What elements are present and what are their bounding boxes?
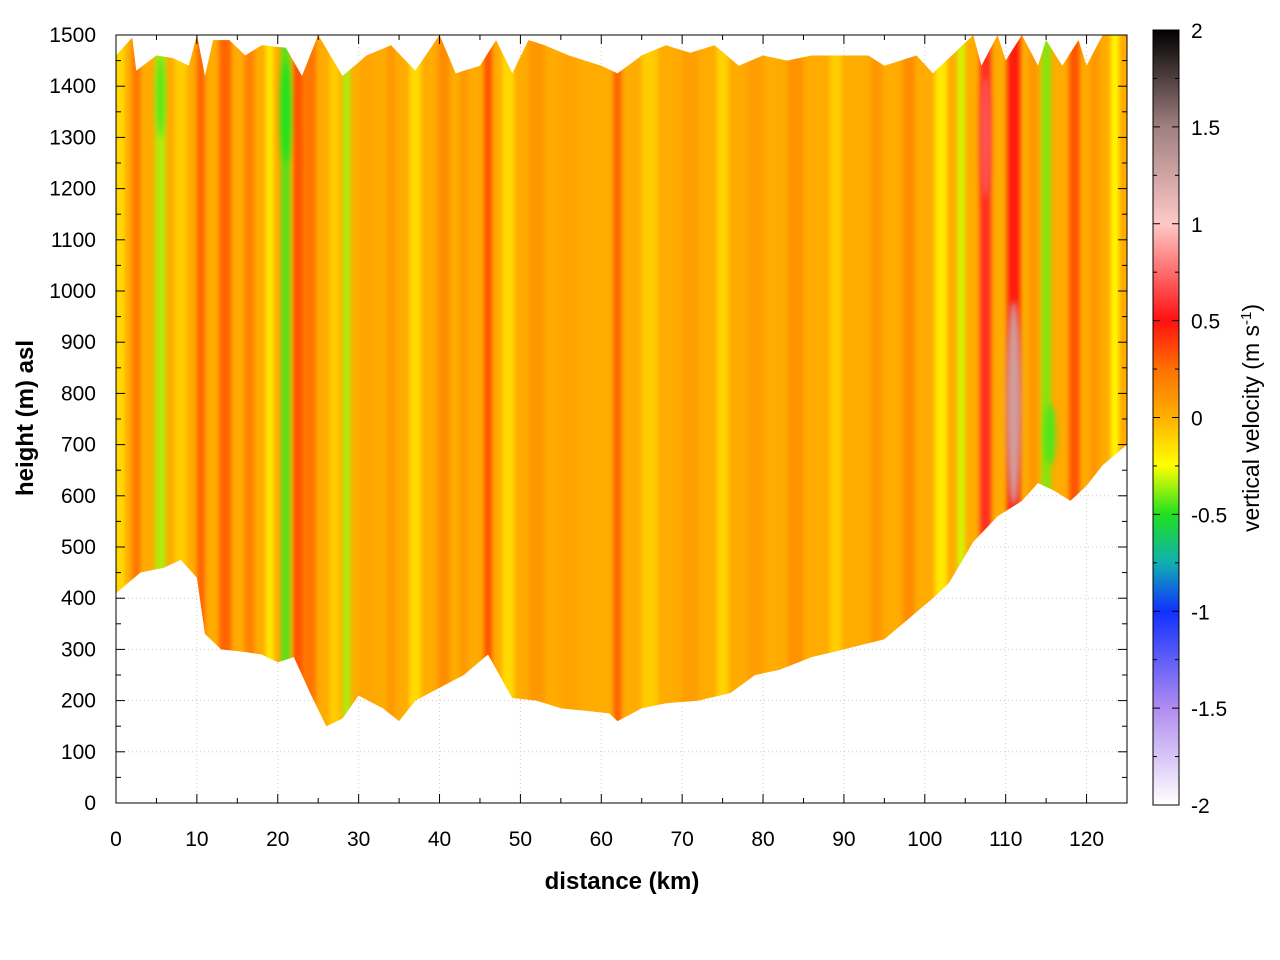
colorbar: 2 1.5 1 0.5 0 -0.5 -1 -1.5 -2 vertical velocity … bbox=[1152, 20, 1265, 818]
x-tick-label: 0 bbox=[110, 828, 122, 851]
velocity-column bbox=[682, 35, 699, 727]
velocity-hotspot bbox=[156, 55, 165, 138]
colorbar-ticks: 2 1.5 1 0.5 0 -0.5 -1 -1.5 -2 bbox=[1153, 20, 1227, 818]
y-tick-label: 500 bbox=[61, 536, 96, 559]
colorbar-tick-label: -1 bbox=[1191, 601, 1210, 624]
y-tick-label: 600 bbox=[61, 485, 96, 508]
y-tick-label: 1100 bbox=[51, 229, 96, 252]
x-tick-label: 10 bbox=[185, 828, 208, 851]
colorbar-tick-label: 0 bbox=[1191, 408, 1203, 431]
x-tick-label: 50 bbox=[509, 828, 532, 851]
velocity-column bbox=[829, 35, 842, 727]
x-tick-label: 20 bbox=[266, 828, 289, 851]
x-tick-label: 80 bbox=[751, 828, 774, 851]
x-axis-title: distance (km) bbox=[545, 868, 700, 895]
y-tick-label: 300 bbox=[61, 638, 96, 661]
velocity-column bbox=[484, 35, 493, 727]
velocity-column bbox=[304, 35, 317, 727]
velocity-column bbox=[155, 35, 166, 727]
colorbar-tick-label: 1.5 bbox=[1191, 117, 1220, 140]
colorbar-tick-label: -1.5 bbox=[1191, 698, 1227, 721]
velocity-column bbox=[386, 35, 395, 727]
velocity-column bbox=[329, 35, 340, 727]
x-tick-label: 60 bbox=[590, 828, 613, 851]
y-tick-label: 400 bbox=[61, 587, 96, 610]
velocity-column bbox=[560, 35, 577, 727]
velocity-column bbox=[459, 35, 468, 727]
x-tick-label: 30 bbox=[347, 828, 370, 851]
colorbar-tick-label: 2 bbox=[1191, 20, 1203, 43]
velocity-column bbox=[281, 35, 291, 727]
velocity-column bbox=[116, 35, 125, 727]
velocity-column bbox=[502, 35, 515, 727]
x-axis: 0 10 20 30 40 50 60 70 80 90 100 110 120 bbox=[110, 35, 1104, 851]
y-axis: 0 100 200 300 400 500 600 700 800 900 1000 1100 1200… bbox=[49, 24, 1127, 815]
velocity-column bbox=[613, 35, 622, 727]
velocity-column bbox=[902, 35, 915, 727]
colorbar-title: vertical velocity (m s-1) bbox=[1238, 304, 1265, 532]
velocity-column bbox=[1041, 35, 1051, 727]
velocity-column bbox=[979, 35, 992, 727]
velocity-column bbox=[528, 35, 545, 727]
velocity-column bbox=[409, 35, 422, 727]
velocity-column bbox=[132, 35, 141, 727]
y-tick-label: 1300 bbox=[49, 126, 96, 149]
x-tick-label: 70 bbox=[670, 828, 693, 851]
velocity-column bbox=[746, 35, 764, 727]
y-tick-label: 1500 bbox=[49, 24, 96, 47]
velocity-column bbox=[292, 35, 304, 727]
velocity-hotspot bbox=[280, 60, 291, 163]
velocity-column bbox=[437, 35, 450, 727]
y-tick-label: 100 bbox=[61, 741, 96, 764]
velocity-column bbox=[219, 35, 232, 727]
velocity-column bbox=[870, 35, 883, 727]
colorbar-tick-label: 0.5 bbox=[1191, 311, 1220, 334]
velocity-column bbox=[641, 35, 658, 727]
y-axis-title: height (m) asl bbox=[12, 340, 39, 496]
y-tick-label: 200 bbox=[61, 690, 96, 713]
velocity-column bbox=[1089, 35, 1100, 727]
y-tick-label: 1000 bbox=[49, 280, 96, 303]
velocity-hotspot bbox=[980, 75, 991, 199]
velocity-column bbox=[1029, 35, 1039, 727]
x-tick-label: 90 bbox=[832, 828, 855, 851]
velocity-column bbox=[244, 35, 255, 727]
colorbar-title-main: vertical velocity (m s bbox=[1238, 325, 1264, 532]
velocity-column bbox=[716, 35, 729, 727]
velocity-column bbox=[174, 35, 187, 727]
x-tick-label: 120 bbox=[1069, 828, 1104, 851]
velocity-column bbox=[957, 35, 966, 727]
x-tick-label: 110 bbox=[989, 828, 1022, 851]
velocity-hotspot bbox=[1044, 403, 1056, 466]
x-tick-label: 40 bbox=[428, 828, 451, 851]
velocity-column bbox=[342, 35, 351, 727]
velocity-column bbox=[1069, 35, 1080, 727]
y-tick-label: 0 bbox=[84, 792, 96, 815]
velocity-column bbox=[196, 35, 205, 727]
colorbar-title-tail: ) bbox=[1238, 304, 1264, 312]
y-tick-label: 700 bbox=[61, 434, 96, 457]
velocity-hotspot bbox=[1006, 301, 1022, 506]
colorbar-title-sup: -1 bbox=[1238, 312, 1255, 325]
y-tick-label: 1400 bbox=[49, 75, 96, 98]
y-tick-label: 1200 bbox=[49, 178, 96, 201]
x-tick-label: 100 bbox=[907, 828, 942, 851]
velocity-column bbox=[787, 35, 804, 727]
velocity-column bbox=[934, 35, 947, 727]
y-tick-label: 900 bbox=[61, 331, 96, 354]
velocity-column bbox=[265, 35, 274, 727]
y-tick-label: 800 bbox=[61, 382, 96, 405]
colorbar-tick-label: -0.5 bbox=[1191, 504, 1227, 527]
colorbar-tick-label: 1 bbox=[1191, 214, 1203, 237]
velocity-column bbox=[360, 35, 373, 727]
colorbar-tick-label: -2 bbox=[1191, 795, 1210, 818]
velocity-column bbox=[1110, 35, 1119, 727]
